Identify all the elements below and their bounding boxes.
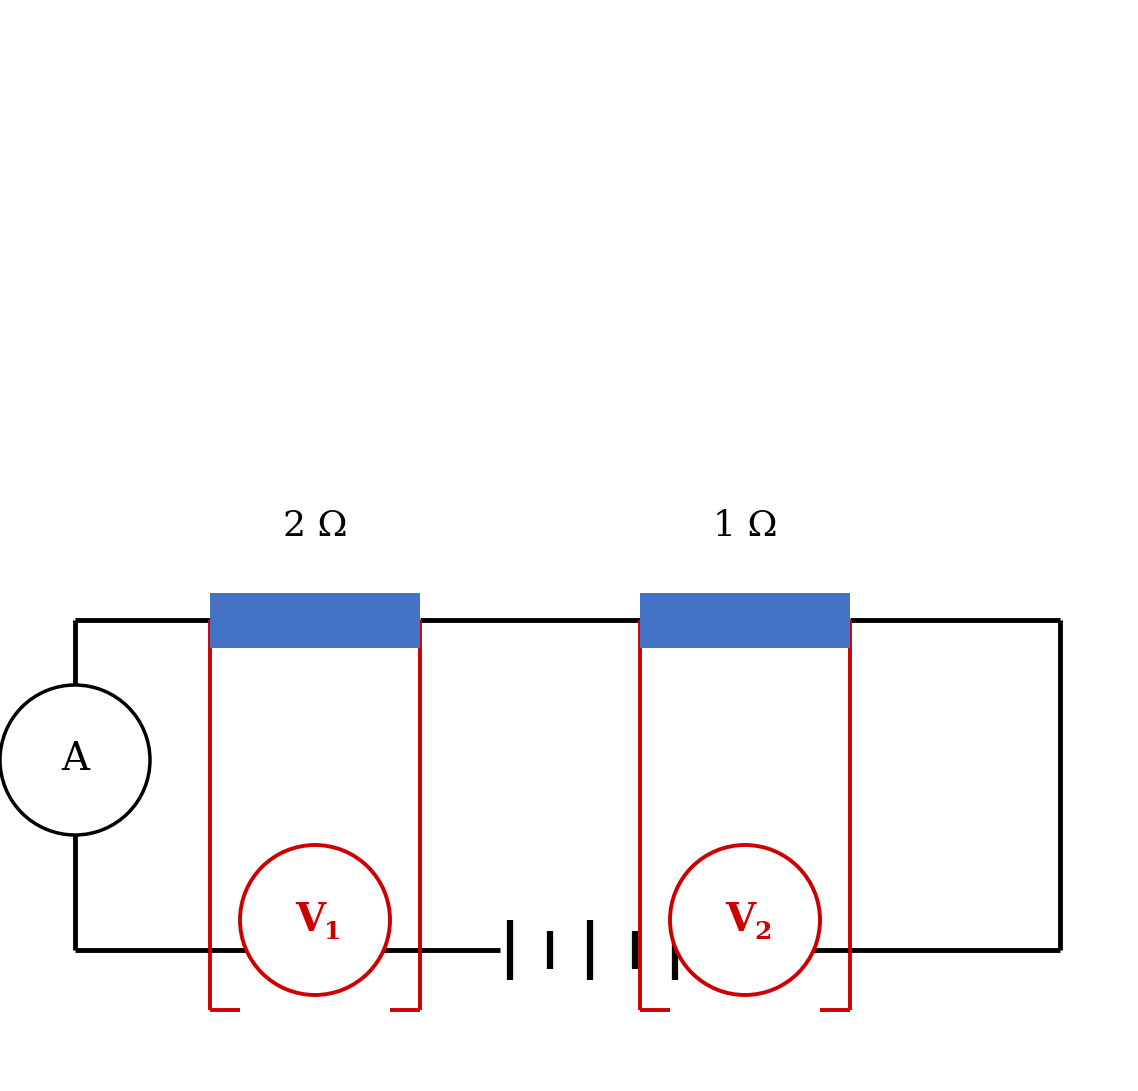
FancyBboxPatch shape <box>211 592 420 647</box>
Text: V: V <box>295 901 325 939</box>
Text: 1: 1 <box>324 920 341 944</box>
Text: A: A <box>61 742 89 779</box>
FancyBboxPatch shape <box>640 592 850 647</box>
Circle shape <box>0 685 150 835</box>
Text: 2: 2 <box>754 920 772 944</box>
Circle shape <box>670 846 820 995</box>
Text: 2 Ω: 2 Ω <box>283 508 347 542</box>
Text: V: V <box>725 901 754 939</box>
Text: 1 Ω: 1 Ω <box>712 508 777 542</box>
Text: 2 V: 2 V <box>695 863 776 907</box>
Circle shape <box>240 846 390 995</box>
